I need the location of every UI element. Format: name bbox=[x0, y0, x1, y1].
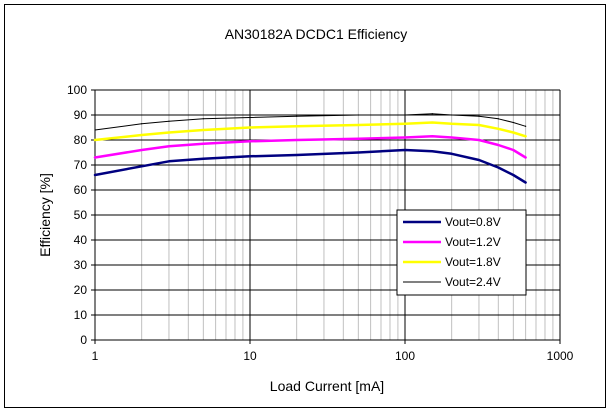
data-point bbox=[497, 166, 499, 169]
data-point bbox=[404, 114, 406, 116]
y-axis-label: Efficiency [%] bbox=[37, 173, 53, 257]
data-point bbox=[478, 159, 480, 161]
data-point bbox=[451, 123, 453, 125]
data-point bbox=[404, 149, 406, 151]
series-line-3 bbox=[93, 121, 527, 142]
data-point bbox=[404, 123, 406, 125]
y-tick-label: 60 bbox=[74, 183, 88, 197]
y-tick-label: 50 bbox=[74, 208, 88, 222]
data-point bbox=[357, 124, 359, 126]
data-point bbox=[357, 151, 359, 154]
y-tick-label: 20 bbox=[74, 283, 88, 297]
data-point bbox=[202, 143, 204, 145]
data-point bbox=[168, 131, 170, 134]
legend-label: Vout=1.8V bbox=[445, 255, 501, 269]
data-point bbox=[296, 139, 298, 141]
data-point bbox=[512, 131, 514, 134]
data-point bbox=[451, 153, 453, 155]
x-tick-label: 1000 bbox=[547, 349, 574, 363]
data-point bbox=[431, 121, 433, 124]
data-point bbox=[431, 113, 433, 115]
data-point bbox=[497, 128, 499, 130]
data-point bbox=[296, 125, 298, 127]
y-tick-label: 10 bbox=[74, 308, 88, 322]
data-point bbox=[431, 150, 433, 152]
data-point bbox=[478, 139, 480, 141]
x-tick-label: 100 bbox=[395, 349, 415, 363]
data-point bbox=[525, 181, 527, 184]
data-point bbox=[497, 144, 499, 146]
series-line-2 bbox=[93, 135, 527, 159]
data-point bbox=[94, 129, 96, 131]
data-point bbox=[202, 129, 204, 131]
data-point bbox=[512, 174, 514, 176]
data-point bbox=[512, 149, 514, 151]
series-line-4 bbox=[94, 113, 527, 131]
x-tick-label: 10 bbox=[243, 349, 257, 363]
data-point bbox=[296, 115, 298, 117]
data-point bbox=[202, 158, 204, 160]
data-point bbox=[249, 140, 251, 142]
data-point bbox=[357, 138, 359, 140]
data-point bbox=[141, 123, 143, 125]
data-point bbox=[141, 149, 143, 151]
data-point bbox=[296, 154, 298, 156]
data-point bbox=[451, 114, 453, 116]
data-point bbox=[404, 136, 406, 139]
data-point bbox=[497, 118, 499, 120]
x-tick-label: 1 bbox=[92, 349, 99, 363]
data-point bbox=[451, 136, 453, 139]
data-point bbox=[94, 139, 96, 141]
x-axis-label: Load Current [mA] bbox=[270, 378, 384, 394]
data-point bbox=[478, 124, 480, 126]
y-tick-label: 0 bbox=[80, 333, 87, 347]
y-tick-label: 70 bbox=[74, 158, 88, 172]
legend-box bbox=[396, 209, 527, 296]
series-line-1 bbox=[93, 148, 527, 184]
data-point bbox=[512, 121, 514, 124]
data-point bbox=[141, 134, 143, 136]
data-point bbox=[431, 135, 433, 137]
data-point bbox=[249, 155, 251, 157]
data-point bbox=[525, 135, 527, 137]
data-point bbox=[249, 126, 251, 129]
data-point bbox=[478, 115, 480, 117]
y-tick-label: 30 bbox=[74, 258, 88, 272]
data-point bbox=[168, 145, 170, 147]
y-tick-label: 80 bbox=[74, 133, 88, 147]
y-tick-label: 90 bbox=[74, 108, 88, 122]
y-tick-label: 100 bbox=[67, 83, 87, 97]
data-point bbox=[141, 165, 143, 167]
data-point bbox=[94, 156, 96, 159]
data-point bbox=[357, 114, 359, 116]
data-point bbox=[525, 125, 527, 127]
legend-label: Vout=1.2V bbox=[445, 235, 501, 249]
data-point bbox=[202, 118, 204, 120]
data-point bbox=[525, 156, 527, 159]
data-point bbox=[168, 120, 170, 122]
data-point bbox=[249, 116, 251, 119]
legend-label: Vout=0.8V bbox=[445, 215, 501, 229]
legend-label: Vout=2.4V bbox=[445, 275, 501, 289]
chart-title: AN30182A DCDC1 Efficiency bbox=[225, 26, 408, 42]
y-tick-label: 40 bbox=[74, 233, 88, 247]
data-point bbox=[94, 174, 96, 176]
data-point bbox=[168, 160, 170, 162]
